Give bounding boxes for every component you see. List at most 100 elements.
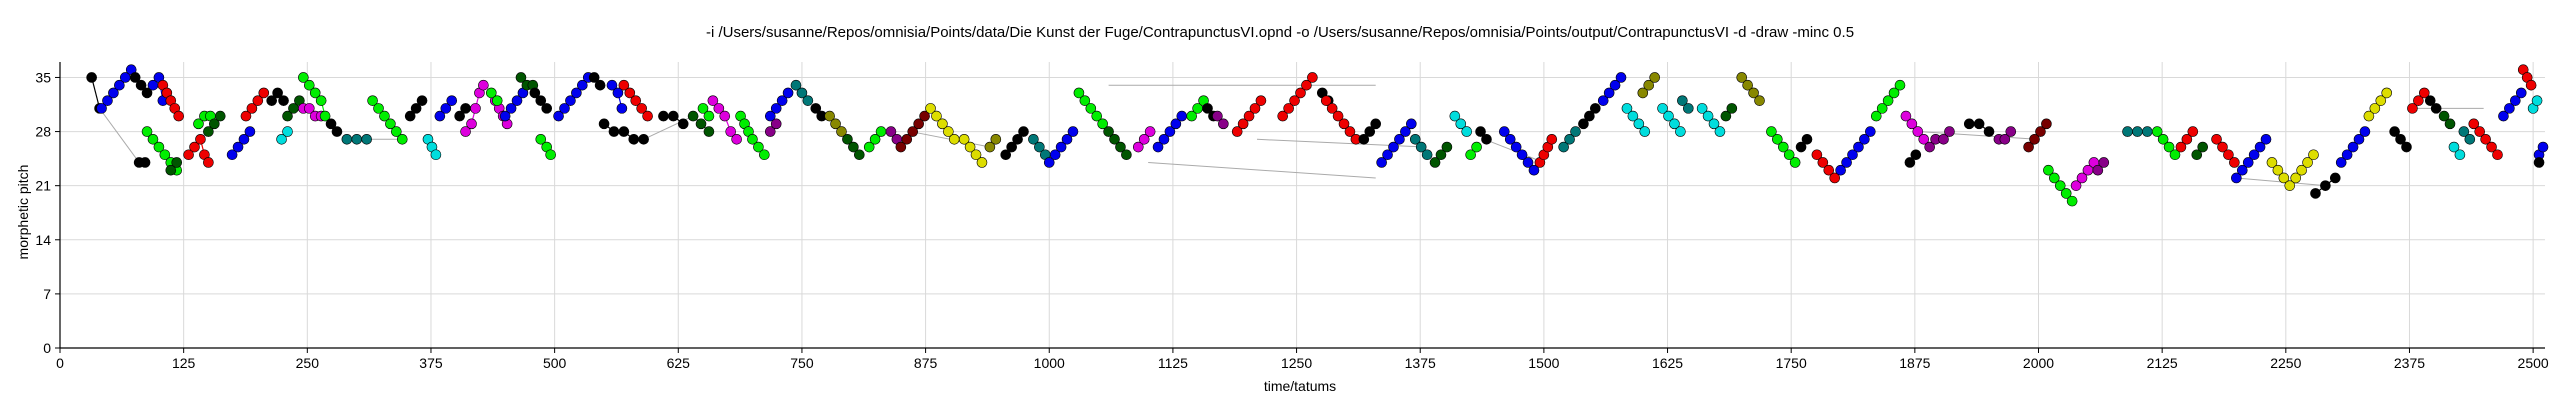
data-point <box>2169 149 2181 161</box>
data-point <box>2041 118 2052 130</box>
data-point <box>1028 133 1039 145</box>
data-point <box>171 157 183 168</box>
data-point <box>943 126 954 137</box>
data-point <box>1777 141 1789 153</box>
data-point <box>1823 164 1835 176</box>
data-point <box>272 87 283 99</box>
data-point <box>1748 87 1759 99</box>
data-point <box>2175 141 2187 153</box>
data-point <box>885 126 897 137</box>
data-point <box>1344 126 1356 137</box>
data-point <box>2407 103 2418 114</box>
data-point <box>697 103 709 114</box>
data-point <box>1475 126 1486 137</box>
data-point <box>1249 103 1261 114</box>
data-point <box>2029 133 2040 145</box>
data-point <box>1152 141 1164 153</box>
data-point <box>391 126 402 137</box>
data-point <box>565 95 576 106</box>
data-point <box>2043 164 2054 176</box>
data-point <box>598 118 610 130</box>
grid-lines <box>59 62 2545 349</box>
data-point <box>460 126 471 137</box>
data-point <box>1103 126 1114 137</box>
data-point <box>553 110 564 122</box>
data-point <box>782 87 794 99</box>
data-point <box>1243 110 1255 122</box>
data-point <box>948 133 960 145</box>
data-point <box>319 110 331 122</box>
x-tick-label: 1500 <box>1528 355 1559 371</box>
data-point <box>703 126 715 137</box>
data-point <box>139 157 151 168</box>
data-point <box>1441 141 1453 153</box>
data-point <box>276 133 287 145</box>
data-point <box>1742 79 1753 91</box>
data-point <box>1859 133 1870 145</box>
data-point <box>1811 149 1823 161</box>
data-point <box>102 95 113 106</box>
data-point <box>258 87 270 99</box>
data-point <box>668 110 679 122</box>
data-point <box>2223 149 2234 161</box>
data-point <box>2395 133 2406 145</box>
data-point <box>1853 141 1864 153</box>
data-point <box>2248 149 2260 161</box>
data-point <box>2163 141 2175 153</box>
data-point <box>2480 133 2491 145</box>
data-point <box>1516 149 1528 161</box>
data-point <box>1983 126 1995 137</box>
data-point <box>2272 164 2284 176</box>
data-point <box>1789 157 1801 168</box>
x-tick-label: 1375 <box>1405 355 1436 371</box>
x-tick-label: 2000 <box>2023 355 2054 371</box>
data-point <box>2187 126 2199 137</box>
data-point <box>2424 95 2436 106</box>
data-point <box>1669 118 1680 130</box>
data-point <box>2430 103 2442 114</box>
data-point <box>2229 157 2240 168</box>
data-point <box>278 95 289 106</box>
data-point <box>2054 180 2066 191</box>
data-point <box>2335 157 2347 168</box>
data-point <box>1018 126 1029 137</box>
data-point <box>1449 110 1461 122</box>
data-point <box>1421 149 1433 161</box>
data-point <box>303 79 315 91</box>
data-point <box>725 126 737 137</box>
data-point <box>2531 95 2543 106</box>
data-point <box>1736 72 1748 83</box>
data-point <box>1696 103 1708 114</box>
data-point <box>1900 110 1912 122</box>
data-point <box>361 133 372 145</box>
data-point <box>1388 141 1399 153</box>
data-point <box>990 133 1002 145</box>
data-point <box>341 133 353 145</box>
data-point <box>824 110 835 122</box>
data-point <box>907 126 919 137</box>
data-point <box>790 79 802 91</box>
data-point <box>1415 141 1427 153</box>
data-point <box>638 133 649 145</box>
data-point <box>848 141 859 153</box>
data-point <box>1912 126 1924 137</box>
data-point <box>1817 157 1829 168</box>
data-point <box>1783 149 1795 161</box>
data-point <box>541 103 553 114</box>
x-tick-label: 500 <box>543 355 567 371</box>
data-point <box>1358 133 1370 145</box>
data-point <box>875 126 887 137</box>
data-point <box>1370 118 1382 130</box>
data-point <box>1675 126 1686 137</box>
data-point <box>173 110 185 122</box>
data-point <box>2308 149 2319 161</box>
data-point <box>325 118 337 130</box>
data-point <box>836 126 847 137</box>
data-point <box>114 79 125 91</box>
data-point <box>2381 87 2393 99</box>
data-point <box>1847 149 1858 161</box>
data-point <box>1332 110 1344 122</box>
data-point <box>703 110 715 122</box>
data-point <box>1429 157 1441 168</box>
data-point <box>2498 110 2509 122</box>
